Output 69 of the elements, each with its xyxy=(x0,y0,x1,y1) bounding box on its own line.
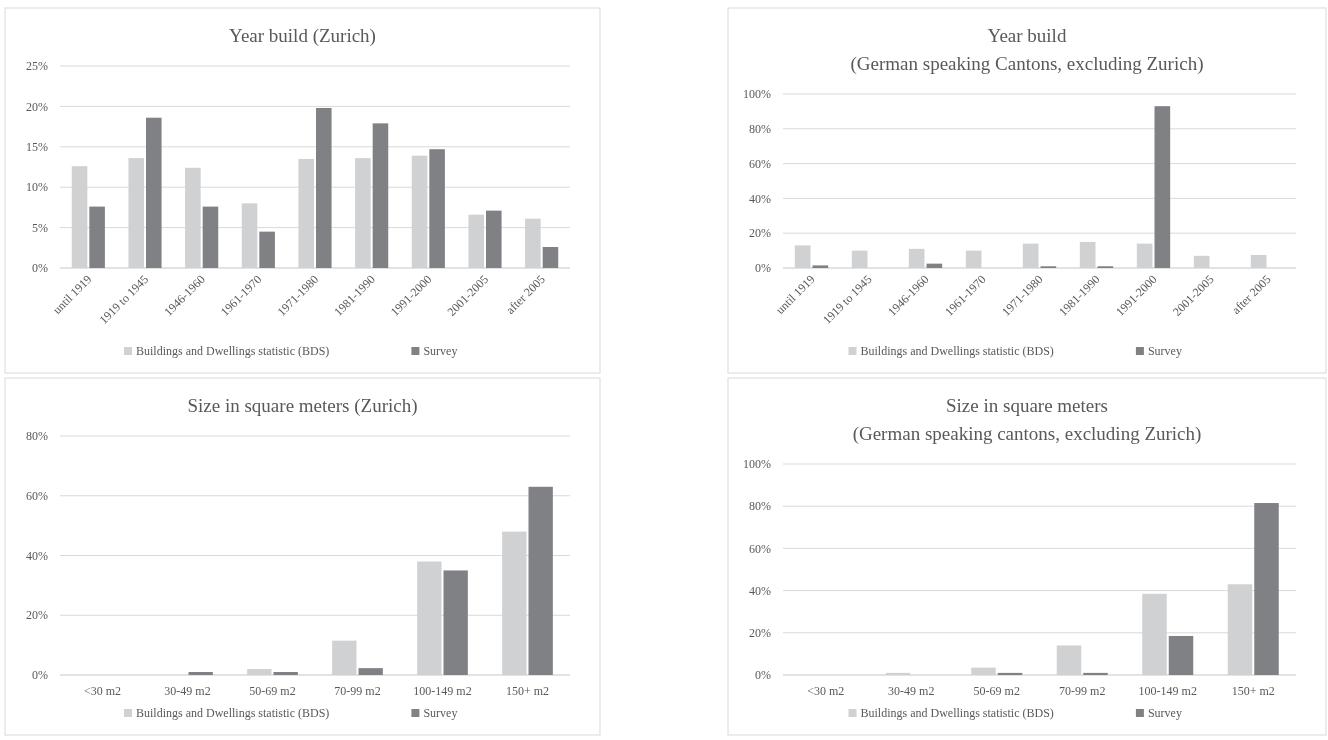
y-tick-label: 80% xyxy=(26,429,48,444)
chart-title: Size in square meters (Zurich) xyxy=(187,395,418,417)
legend-label: Survey xyxy=(1147,706,1182,720)
legend-label: Buildings and Dwellings statistic (BDS) xyxy=(136,344,330,358)
y-tick-label: 20% xyxy=(26,608,48,623)
x-tick-label: until 1919 xyxy=(773,272,818,317)
y-tick-label: 0% xyxy=(755,668,771,683)
bar xyxy=(146,117,162,268)
bar xyxy=(259,231,275,268)
bar xyxy=(188,672,213,675)
x-tick-label: 50-69 m2 xyxy=(249,684,296,698)
legend-label: Survey xyxy=(423,344,458,358)
x-tick-label: 100-149 m2 xyxy=(413,684,472,698)
y-tick-label: 40% xyxy=(749,583,771,598)
y-tick-label: 40% xyxy=(749,191,771,206)
y-tick-label: 60% xyxy=(749,156,771,171)
bar xyxy=(1083,672,1108,675)
x-tick-label: <30 m2 xyxy=(807,684,845,698)
chart-title: Size in square meters (German speaking cantons, excluding Zurich) xyxy=(852,395,1202,445)
bar xyxy=(443,570,468,675)
legend-label: Survey xyxy=(1147,344,1182,358)
y-tick-label: 0% xyxy=(755,261,771,276)
y-tick-label: 60% xyxy=(749,541,771,556)
bar xyxy=(812,265,829,268)
y-tick-label: 80% xyxy=(749,122,771,136)
bar xyxy=(202,206,219,268)
y-tick-label: 40% xyxy=(26,548,48,563)
chart-title: Year build (Zurich) xyxy=(229,25,376,47)
y-tick-label: 100% xyxy=(743,457,771,472)
bar xyxy=(358,668,383,675)
x-tick-label: <30 m2 xyxy=(83,684,122,698)
legend-label: Buildings and Dwellings statistic (BDS) xyxy=(860,344,1054,358)
x-tick-label: 70-99 m2 xyxy=(334,684,381,698)
y-tick-label: 20% xyxy=(749,626,771,640)
legend-label: Buildings and Dwellings statistic (BDS) xyxy=(136,706,330,720)
bar xyxy=(486,210,502,268)
bar xyxy=(273,672,298,675)
x-tick-label: 150+ m2 xyxy=(1231,684,1275,698)
x-tick-label: 30-49 m2 xyxy=(164,684,211,698)
y-tick-label: 80% xyxy=(749,499,771,514)
y-tick-label: 0% xyxy=(32,668,48,683)
y-tick-label: 0% xyxy=(32,261,48,276)
bar xyxy=(1168,635,1194,675)
legend-label: Survey xyxy=(423,706,458,720)
x-tick-label: 100-149 m2 xyxy=(1138,684,1197,698)
x-tick-label: 70-99 m2 xyxy=(1059,684,1106,698)
bar xyxy=(89,206,105,268)
x-tick-label: until 1919 xyxy=(49,272,95,317)
chart-title: Year build (German speaking Cantons, excluding Zurich) xyxy=(850,25,1204,75)
bar xyxy=(1254,503,1279,675)
y-tick-label: 25% xyxy=(26,59,48,74)
legend-label: Buildings and Dwellings statistic (BDS) xyxy=(860,706,1054,720)
y-tick-label: 5% xyxy=(32,220,48,235)
x-tick-label: 30-49 m2 xyxy=(888,684,935,698)
bar xyxy=(528,486,553,675)
y-tick-label: 20% xyxy=(26,99,48,114)
y-tick-label: 20% xyxy=(749,226,771,241)
x-tick-label: 50-69 m2 xyxy=(973,684,1020,698)
bar xyxy=(429,149,445,268)
bar xyxy=(1154,106,1171,268)
bar xyxy=(372,123,389,268)
bar xyxy=(542,246,559,268)
bar xyxy=(997,672,1023,675)
bar xyxy=(316,108,332,268)
y-tick-label: 15% xyxy=(26,140,48,154)
y-tick-label: 100% xyxy=(743,87,771,102)
x-tick-label: 150+ m2 xyxy=(505,684,550,698)
y-tick-label: 60% xyxy=(26,488,48,503)
y-tick-label: 10% xyxy=(26,180,48,195)
